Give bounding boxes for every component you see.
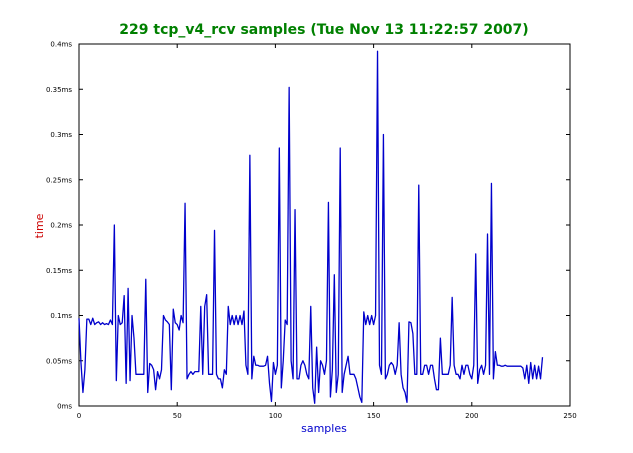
- x-axis-label: samples: [301, 422, 347, 435]
- y-tick-label: 0.05ms: [46, 357, 72, 365]
- y-axis: 0ms 0.05ms 0.1ms 0.15ms 0.2ms 0.25ms 0.3ms 0.35…: [46, 41, 570, 411]
- chart-title: 229 tcp_v4_rcv samples (Tue Nov 13 11:22…: [119, 22, 528, 38]
- y-axis-label: time: [33, 213, 46, 238]
- y-tick-label: 0.4ms: [50, 41, 72, 49]
- y-tick-label: 0.15ms: [46, 267, 72, 275]
- x-axis: 0 50 100 150 200 250: [77, 44, 577, 420]
- y-tick-label: 0.25ms: [46, 176, 72, 184]
- series-line: [78, 50, 544, 404]
- plot-area: [78, 43, 571, 407]
- y-tick-label: 0.2ms: [50, 222, 72, 230]
- y-tick-label: 0.3ms: [50, 131, 72, 139]
- x-tick-label: 200: [465, 412, 478, 420]
- y-tick-label: 0.35ms: [46, 86, 72, 94]
- x-tick-label: 100: [269, 412, 282, 420]
- y-tick-label: 0ms: [57, 403, 72, 411]
- x-tick-label: 0: [77, 412, 81, 420]
- x-tick-label: 150: [367, 412, 380, 420]
- x-tick-label: 50: [173, 412, 182, 420]
- x-tick-label: 250: [563, 412, 576, 420]
- y-tick-label: 0.1ms: [50, 312, 72, 320]
